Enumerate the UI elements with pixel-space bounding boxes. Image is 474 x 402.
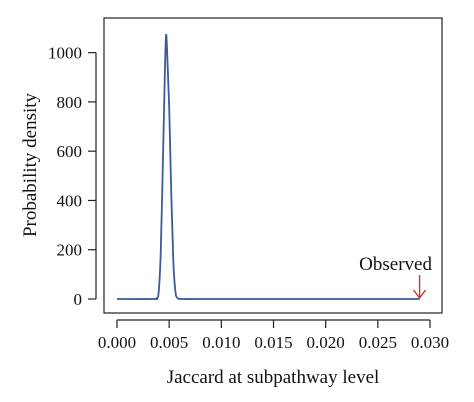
x-tick-label: 0.010 bbox=[202, 333, 240, 352]
y-tick-label: 1000 bbox=[48, 44, 82, 63]
x-tick-label: 0.020 bbox=[307, 333, 345, 352]
y-tick-label: 0 bbox=[74, 290, 83, 309]
x-axis: 0.000 0.005 0.010 0.015 0.020 0.025 0.030 bbox=[98, 319, 449, 352]
plot-frame bbox=[103, 17, 443, 314]
x-tick-label: 0.030 bbox=[411, 333, 449, 352]
x-tick-label: 0.005 bbox=[150, 333, 188, 352]
y-tick-label: 800 bbox=[57, 93, 83, 112]
y-tick-label: 400 bbox=[57, 191, 83, 210]
observed-arrow-icon bbox=[413, 275, 427, 300]
y-tick-label: 200 bbox=[57, 241, 83, 260]
y-tick-label: 600 bbox=[57, 142, 83, 161]
x-tick-label: 0.025 bbox=[359, 333, 397, 352]
y-axis: 0 200 400 600 800 1000 bbox=[48, 44, 97, 309]
y-axis-label: Probability density bbox=[20, 92, 41, 237]
x-tick-label: 0.015 bbox=[254, 333, 292, 352]
series-line-density bbox=[116, 33, 420, 300]
x-axis-label: Jaccard at subpathway level bbox=[167, 367, 380, 388]
observed-annotation: Observed bbox=[359, 254, 432, 300]
x-tick-label: 0.000 bbox=[98, 333, 136, 352]
observed-label: Observed bbox=[359, 254, 432, 275]
